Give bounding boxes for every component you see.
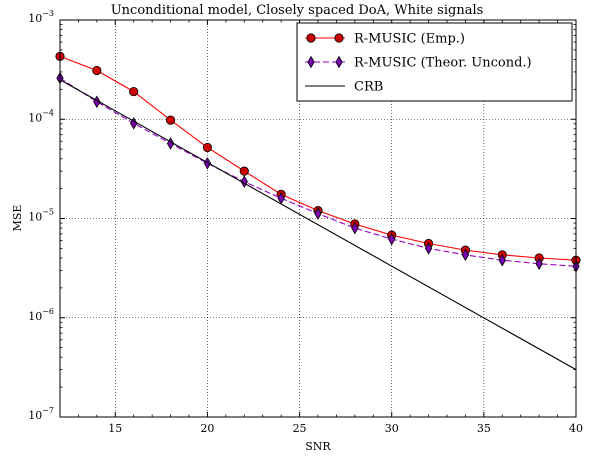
y-tick-exponent: −6 — [42, 307, 54, 316]
y-tick-exponent: −3 — [42, 9, 54, 18]
data-point — [314, 207, 322, 220]
y-tick-base: 10 — [28, 111, 42, 124]
legend-marker — [306, 33, 316, 43]
x-axis-label: SNR — [305, 440, 331, 453]
y-tick-base: 10 — [28, 211, 42, 224]
y-tick-label: 10−7 — [28, 406, 54, 422]
legend-entry: CRB — [305, 80, 383, 95]
y-tick-label: 10−4 — [28, 108, 54, 124]
series-line — [59, 79, 577, 371]
chart-title: Unconditional model, Closely spaced DoA,… — [111, 3, 484, 18]
x-tick-label: 35 — [477, 422, 491, 435]
legend-marker — [335, 55, 343, 69]
legend-marker — [307, 55, 315, 69]
y-tick-base: 10 — [28, 409, 42, 422]
y-tick-exponent: −4 — [42, 108, 54, 117]
x-tick-label: 15 — [108, 422, 122, 435]
y-tick-base: 10 — [28, 12, 42, 25]
legend-label: R-MUSIC (Emp.) — [354, 32, 465, 47]
data-point — [239, 166, 249, 176]
series-layer — [55, 51, 581, 371]
legend-marker — [334, 33, 344, 43]
series-2 — [59, 79, 577, 371]
y-tick-exponent: −7 — [42, 406, 54, 415]
data-point — [129, 86, 139, 97]
y-tick-base: 10 — [28, 310, 42, 323]
y-tick-exponent: −5 — [42, 208, 54, 217]
data-point — [92, 65, 102, 76]
y-tick-label: 10−6 — [28, 307, 54, 323]
data-point — [535, 257, 543, 271]
x-tick-label: 20 — [200, 422, 214, 435]
legend-label: CRB — [354, 80, 383, 95]
data-point — [498, 253, 506, 267]
legend-entry: R-MUSIC (Emp.) — [305, 32, 465, 47]
data-point — [424, 242, 433, 255]
y-tick-label: 10−3 — [28, 9, 54, 25]
data-point — [202, 142, 213, 153]
x-tick-label: 30 — [385, 422, 399, 435]
legend: R-MUSIC (Emp.) R-MUSIC (Theor. Uncond.) CR… — [296, 22, 573, 102]
y-axis-label: MSE — [11, 205, 24, 232]
legend-label: R-MUSIC (Theor. Uncond.) — [354, 56, 532, 71]
x-tick-label: 25 — [293, 422, 307, 435]
data-point — [388, 232, 396, 246]
data-point — [165, 115, 176, 125]
data-point — [351, 221, 359, 235]
data-point — [461, 248, 470, 262]
x-tick-label: 40 — [569, 422, 583, 435]
legend-entry: R-MUSIC (Theor. Uncond.) — [305, 56, 532, 71]
y-tick-label: 10−5 — [28, 208, 54, 224]
